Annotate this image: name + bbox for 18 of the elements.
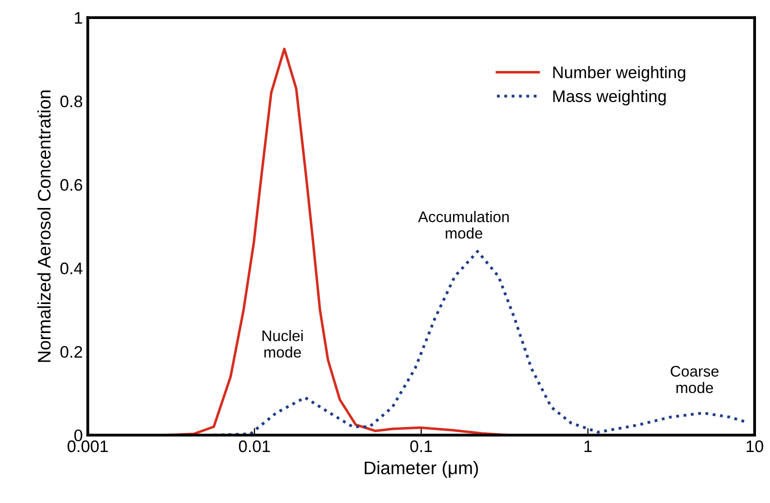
y-axis-title: Normalized Aerosol Concentration [37,90,51,362]
x-tick-label: 0.001 [68,440,108,452]
y-tick-label: 0 [74,429,82,442]
annotation: Accumulation mode [418,211,509,239]
x-tick-label: 10 [746,440,764,452]
legend-label: Number weighting [553,66,686,82]
y-tick-label: 0.6 [60,179,82,191]
x-tick-label: 0.01 [238,440,270,452]
annotation: Nuclei mode [262,330,303,358]
y-tick-label: 0.8 [60,96,82,108]
legend-label: Mass weighting [553,90,666,106]
y-tick-label: 0.4 [60,262,82,274]
y-tick-label: 1 [74,12,82,24]
x-axis-title: Diameter (μm) [364,461,478,478]
annotation: Coarse mode [670,366,719,394]
x-tick-label: 0.1 [410,440,432,452]
x-tick-label: 1 [584,440,592,452]
y-tick-label: 0.2 [60,346,82,358]
